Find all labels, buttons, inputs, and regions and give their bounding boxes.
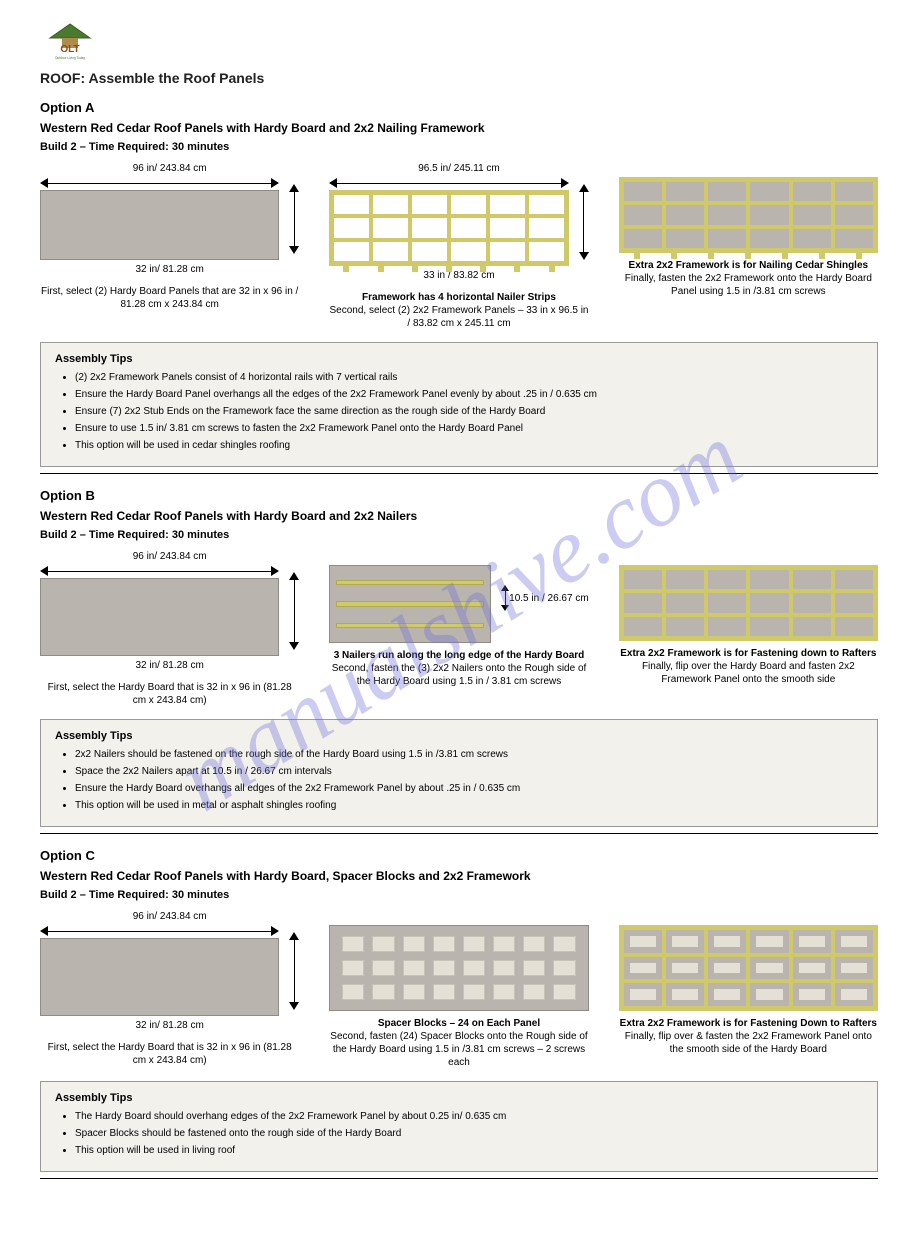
tip-item: (2) 2x2 Framework Panels consist of 4 ho…: [75, 371, 863, 385]
option-c-label: Option C: [40, 848, 878, 863]
tips-title-c: Assembly Tips: [55, 1092, 863, 1104]
tip-item: Ensure (7) 2x2 Stub Ends on the Framewor…: [75, 405, 863, 419]
option-c-title: Western Red Cedar Roof Panels with Hardy…: [40, 869, 878, 883]
tip-item: Ensure the Hardy Board Panel overhangs a…: [75, 388, 863, 402]
option-c-col1: 96 in/ 243.84 cm 32 in/ 81.28 cm First, …: [40, 911, 299, 1067]
page-title: ROOF: Assemble the Roof Panels: [40, 70, 878, 86]
framework-on-hardy-icon: [619, 565, 878, 641]
spacer-blocks-icon: [329, 925, 588, 1011]
option-a-col3: Extra 2x2 Framework is for Nailing Cedar…: [619, 163, 878, 298]
tip-item: This option will be used in living roof: [75, 1144, 863, 1158]
framework-on-hardy-icon: [619, 177, 878, 253]
tips-box-b: Assembly Tips 2x2 Nailers should be fast…: [40, 719, 878, 827]
option-a-sub: Build 2 – Time Required: 30 minutes: [40, 141, 878, 153]
divider: [40, 473, 878, 474]
tips-title-b: Assembly Tips: [55, 730, 863, 742]
caption-c2: Spacer Blocks – 24 on Each Panel Second,…: [329, 1017, 588, 1069]
hardy-board-icon: [40, 578, 279, 656]
caption-b3: Extra 2x2 Framework is for Fastening dow…: [619, 647, 878, 686]
tips-list-b: 2x2 Nailers should be fastened on the ro…: [55, 748, 863, 813]
svg-text:Outdoor Living Today: Outdoor Living Today: [55, 56, 85, 60]
option-c-col3: Extra 2x2 Framework is for Fastening Dow…: [619, 911, 878, 1056]
option-a-col2: 96.5 in/ 245.11 cm 33 in / 83.82 cm Fra: [329, 163, 588, 330]
divider: [40, 833, 878, 834]
tip-item: Ensure the Hardy Board overhangs all edg…: [75, 782, 863, 796]
option-b-label: Option B: [40, 488, 878, 503]
caption-b2: 3 Nailers run along the long edge of the…: [329, 649, 588, 688]
tip-item: 2x2 Nailers should be fastened on the ro…: [75, 748, 863, 762]
option-a-col1: 96 in/ 243.84 cm 32 in/ 81.28 cm First, …: [40, 163, 299, 311]
dim-width-c1: 96 in/ 243.84 cm: [133, 911, 207, 922]
caption-b2-rest: Second, fasten the (3) 2x2 Nailers onto …: [332, 663, 587, 687]
tips-box-c: Assembly Tips The Hardy Board should ove…: [40, 1081, 878, 1172]
olt-logo: OLT Outdoor Living Today: [40, 20, 100, 60]
tips-title-a: Assembly Tips: [55, 353, 863, 365]
caption-c3: Extra 2x2 Framework is for Fastening Dow…: [619, 1017, 878, 1056]
nailers-board-icon: [329, 565, 491, 643]
option-b-col1: 96 in/ 243.84 cm 32 in/ 81.28 cm First, …: [40, 551, 299, 707]
caption-a2-rest: Second, select (2) 2x2 Framework Panels …: [329, 305, 588, 329]
option-c-row: 96 in/ 243.84 cm 32 in/ 81.28 cm First, …: [40, 911, 878, 1069]
caption-c2-bold: Spacer Blocks – 24 on Each Panel: [378, 1018, 540, 1029]
option-a-title: Western Red Cedar Roof Panels with Hardy…: [40, 121, 878, 135]
caption-c3-bold: Extra 2x2 Framework is for Fastening Dow…: [620, 1018, 877, 1029]
caption-a3: Extra 2x2 Framework is for Nailing Cedar…: [619, 259, 878, 298]
caption-a3-bold: Extra 2x2 Framework is for Nailing Cedar…: [629, 260, 869, 271]
tip-item: This option will be used in metal or asp…: [75, 799, 863, 813]
dim-width-b1: 96 in/ 243.84 cm: [133, 551, 207, 562]
option-a-label: Option A: [40, 100, 878, 115]
tip-item: Ensure to use 1.5 in/ 3.81 cm screws to …: [75, 422, 863, 436]
tips-list-a: (2) 2x2 Framework Panels consist of 4 ho…: [55, 371, 863, 453]
divider: [40, 1178, 878, 1179]
dim-height-a1: 32 in/ 81.28 cm: [135, 264, 203, 275]
caption-b2-bold: 3 Nailers run along the long edge of the…: [334, 650, 585, 661]
caption-c2-rest: Second, fasten (24) Spacer Blocks onto t…: [330, 1031, 587, 1068]
tip-item: Space the 2x2 Nailers apart at 10.5 in /…: [75, 765, 863, 779]
option-b-sub: Build 2 – Time Required: 30 minutes: [40, 529, 878, 541]
option-a-row: 96 in/ 243.84 cm 32 in/ 81.28 cm First, …: [40, 163, 878, 330]
option-b-row: 96 in/ 243.84 cm 32 in/ 81.28 cm First, …: [40, 551, 878, 707]
caption-b3-rest: Finally, flip over the Hardy Board and f…: [642, 661, 855, 685]
option-c-sub: Build 2 – Time Required: 30 minutes: [40, 889, 878, 901]
dim-width-a1: 96 in/ 243.84 cm: [133, 163, 207, 174]
nailer-spacing: 10.5 in / 26.67 cm: [509, 593, 589, 604]
caption-b1: First, select the Hardy Board that is 32…: [40, 681, 299, 707]
hardy-board-icon: [40, 190, 279, 260]
tip-item: The Hardy Board should overhang edges of…: [75, 1110, 863, 1124]
tip-item: This option will be used in cedar shingl…: [75, 439, 863, 453]
option-c-col2: Spacer Blocks – 24 on Each Panel Second,…: [329, 911, 588, 1069]
tips-list-c: The Hardy Board should overhang edges of…: [55, 1110, 863, 1158]
hardy-board-icon: [40, 938, 279, 1016]
dim-height-c1: 32 in/ 81.28 cm: [135, 1020, 203, 1031]
option-b-col2: 10.5 in / 26.67 cm 3 Nailers run along t…: [329, 551, 588, 688]
dim-width-a2: 96.5 in/ 245.11 cm: [418, 163, 500, 174]
option-b-col3: Extra 2x2 Framework is for Fastening dow…: [619, 551, 878, 686]
tips-box-a: Assembly Tips (2) 2x2 Framework Panels c…: [40, 342, 878, 467]
framework-panel-icon: [329, 190, 568, 266]
caption-b3-bold: Extra 2x2 Framework is for Fastening dow…: [620, 648, 876, 659]
caption-c3-rest: Finally, flip over & fasten the 2x2 Fram…: [625, 1031, 872, 1055]
caption-a3-rest: Finally, fasten the 2x2 Framework onto t…: [625, 273, 872, 297]
tip-item: Spacer Blocks should be fastened onto th…: [75, 1127, 863, 1141]
caption-a2-bold: Framework has 4 horizontal Nailer Strips: [362, 292, 556, 303]
svg-text:OLT: OLT: [60, 44, 79, 55]
caption-c1: First, select the Hardy Board that is 32…: [40, 1041, 299, 1067]
framework-with-blocks-icon: [619, 925, 878, 1011]
caption-a2: Framework has 4 horizontal Nailer Strips…: [329, 291, 588, 330]
dim-height-b1: 32 in/ 81.28 cm: [135, 660, 203, 671]
caption-a1: First, select (2) Hardy Board Panels tha…: [40, 285, 299, 311]
option-b-title: Western Red Cedar Roof Panels with Hardy…: [40, 509, 878, 523]
